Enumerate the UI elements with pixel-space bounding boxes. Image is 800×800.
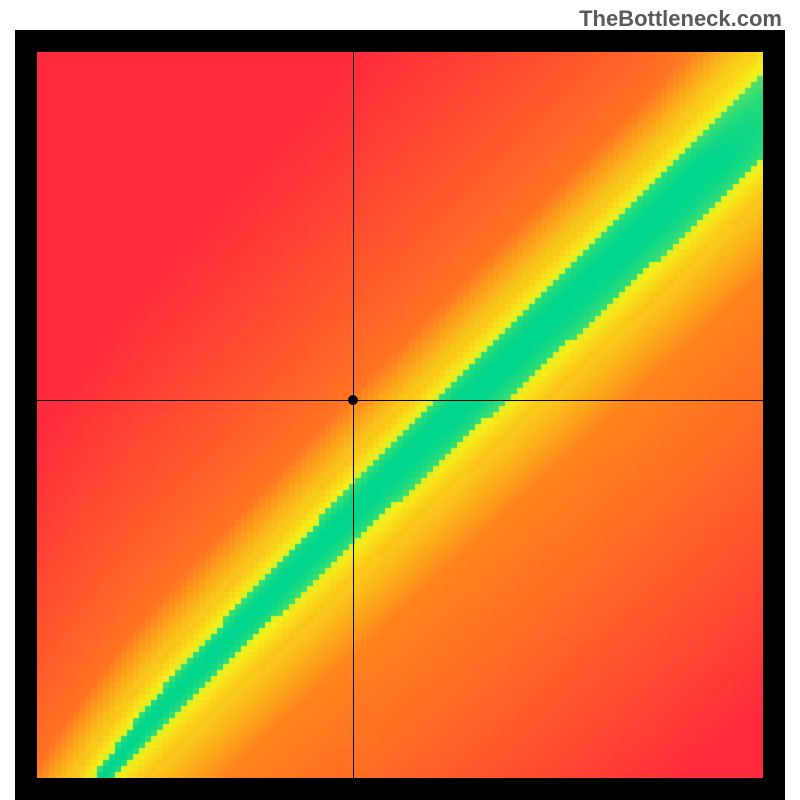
plot-area bbox=[37, 52, 763, 778]
crosshair-marker bbox=[348, 395, 358, 405]
crosshair-horizontal bbox=[37, 400, 763, 401]
heatmap-canvas bbox=[37, 52, 763, 778]
watermark-text: TheBottleneck.com bbox=[579, 6, 782, 32]
chart-frame bbox=[15, 30, 785, 800]
crosshair-vertical bbox=[353, 52, 354, 778]
